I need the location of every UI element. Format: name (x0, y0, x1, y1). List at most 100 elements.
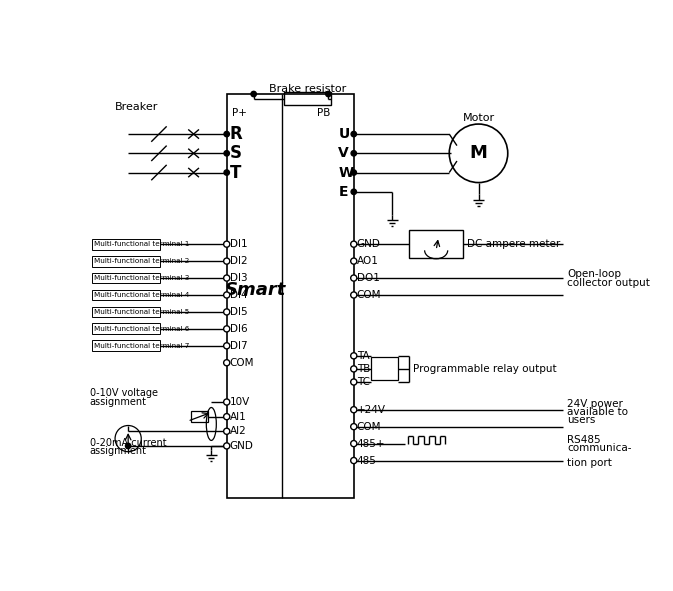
Text: DI1: DI1 (229, 239, 248, 249)
Text: Multi-functional terminal 3: Multi-functional terminal 3 (94, 275, 189, 281)
Text: Multi-functional terminal 4: Multi-functional terminal 4 (94, 292, 189, 298)
Text: COM: COM (357, 290, 382, 300)
Text: R: R (229, 125, 242, 143)
Circle shape (223, 241, 229, 247)
Circle shape (351, 258, 357, 264)
Circle shape (351, 424, 357, 430)
Text: Breaker: Breaker (115, 102, 158, 112)
Bar (92, 290, 160, 300)
Circle shape (223, 443, 229, 449)
Text: TA: TA (357, 351, 369, 361)
Circle shape (223, 292, 229, 298)
Text: AO1: AO1 (357, 256, 379, 266)
Circle shape (351, 292, 357, 298)
Bar (285, 92, 330, 105)
Circle shape (351, 457, 357, 463)
Circle shape (223, 275, 229, 281)
Text: W: W (339, 165, 353, 180)
Text: 0-20mA current: 0-20mA current (90, 438, 166, 448)
Text: P+: P+ (232, 108, 247, 118)
Text: 24V power: 24V power (567, 398, 623, 408)
Circle shape (351, 151, 357, 156)
Text: DO1: DO1 (357, 273, 380, 283)
Circle shape (224, 151, 229, 156)
Text: GND: GND (229, 441, 254, 451)
Text: DI7: DI7 (229, 341, 248, 351)
Circle shape (223, 343, 229, 349)
Circle shape (223, 258, 229, 264)
Bar (409, 230, 463, 258)
Text: GND: GND (357, 239, 381, 249)
Circle shape (351, 353, 357, 359)
Text: M: M (470, 144, 487, 163)
Text: Programmable relay output: Programmable relay output (413, 364, 557, 374)
Text: Multi-functional terminal 5: Multi-functional terminal 5 (94, 309, 189, 315)
Circle shape (326, 92, 331, 97)
Circle shape (351, 440, 357, 447)
Text: tion port: tion port (567, 458, 612, 468)
Text: 485+: 485+ (357, 439, 386, 449)
Text: Multi-functional terminal 2: Multi-functional terminal 2 (94, 258, 189, 264)
Text: V: V (339, 147, 349, 160)
Bar (92, 272, 160, 284)
Text: DI5: DI5 (229, 307, 248, 317)
Text: +24V: +24V (357, 405, 386, 415)
Text: DI3: DI3 (229, 273, 248, 283)
Text: 485-: 485- (357, 456, 380, 466)
Text: 10V: 10V (229, 397, 250, 407)
Text: Multi-functional terminal 1: Multi-functional terminal 1 (94, 241, 189, 247)
Bar (92, 340, 160, 351)
Circle shape (351, 189, 357, 194)
Text: available to: available to (567, 407, 628, 417)
Text: DI6: DI6 (229, 324, 248, 334)
Text: COM: COM (229, 358, 254, 368)
Text: E: E (339, 185, 348, 199)
Text: DC ampere meter: DC ampere meter (467, 239, 560, 249)
Bar (92, 323, 160, 335)
Bar (191, 411, 208, 422)
Text: COM: COM (357, 421, 382, 431)
Circle shape (223, 309, 229, 315)
Circle shape (223, 326, 229, 332)
Text: RS485: RS485 (567, 435, 601, 445)
Text: T: T (229, 164, 241, 181)
Text: TB: TB (357, 364, 370, 374)
Circle shape (125, 443, 131, 449)
Text: AI2: AI2 (229, 426, 246, 436)
Circle shape (351, 131, 357, 137)
Circle shape (224, 131, 229, 137)
Circle shape (224, 170, 229, 176)
Circle shape (351, 275, 357, 281)
Bar (371, 358, 398, 381)
Text: collector output: collector output (567, 278, 650, 288)
Text: TC: TC (357, 377, 370, 387)
Text: DI4: DI4 (229, 290, 248, 300)
Bar (227, 94, 354, 498)
Circle shape (351, 407, 357, 413)
Text: U: U (339, 127, 349, 141)
Bar (92, 256, 160, 267)
Circle shape (223, 399, 229, 405)
Text: users: users (567, 415, 596, 426)
Text: S: S (229, 144, 242, 163)
Circle shape (223, 414, 229, 420)
Text: PB: PB (317, 108, 330, 118)
Text: 0-10V voltage: 0-10V voltage (90, 388, 157, 398)
Text: Smart: Smart (225, 281, 286, 300)
Circle shape (223, 428, 229, 434)
Circle shape (251, 92, 256, 97)
Text: Motor: Motor (462, 113, 495, 123)
Circle shape (351, 170, 357, 176)
Text: assignment: assignment (90, 397, 147, 407)
Text: Multi-functional terminal 7: Multi-functional terminal 7 (94, 343, 189, 349)
Circle shape (351, 379, 357, 385)
Text: AI1: AI1 (229, 412, 246, 421)
Circle shape (351, 366, 357, 372)
Text: communica-: communica- (567, 443, 631, 453)
Circle shape (351, 241, 357, 247)
Text: Multi-functional terminal 6: Multi-functional terminal 6 (94, 326, 189, 332)
Text: DI2: DI2 (229, 256, 248, 266)
Text: assignment: assignment (90, 446, 147, 456)
Bar (92, 307, 160, 317)
Circle shape (223, 360, 229, 366)
